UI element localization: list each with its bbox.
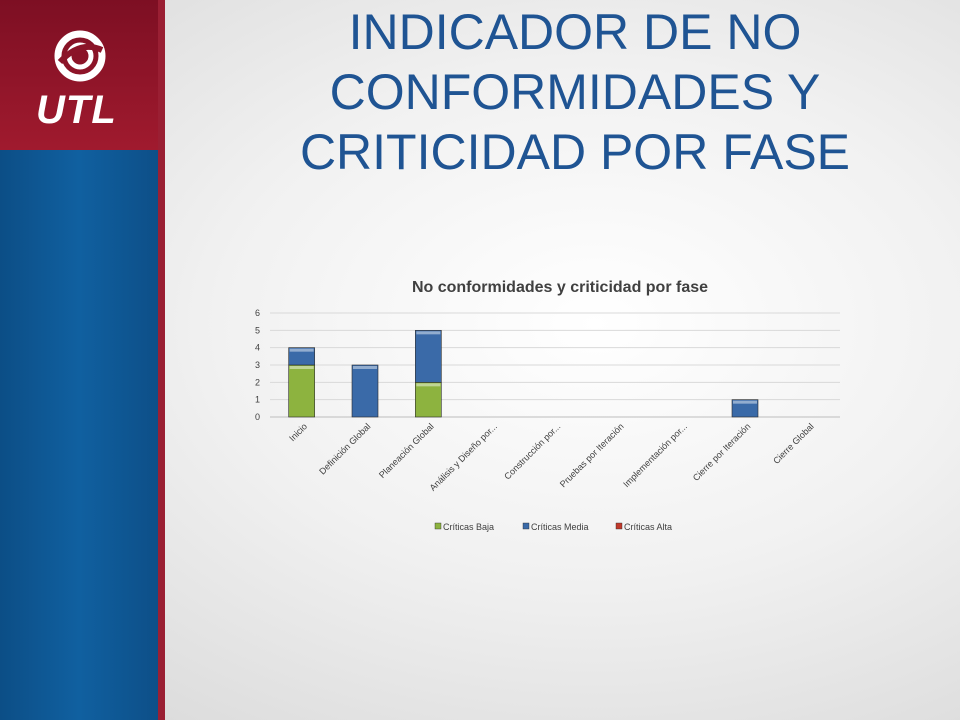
legend-label: Críticas Alta (624, 522, 672, 532)
legend-label: Críticas Baja (443, 522, 494, 532)
chart-container: No conformidades y criticidad por fase 0… (230, 265, 850, 550)
bar-segment (731, 399, 759, 418)
bar-segment (415, 330, 442, 383)
legend-label: Críticas Media (531, 522, 589, 532)
bar-rect (351, 364, 379, 418)
bar-highlight (289, 348, 314, 352)
bar-highlight (289, 366, 314, 369)
bar-segment (351, 364, 379, 418)
legend-swatch (434, 522, 442, 530)
x-tick-label: Cierre por Iteración (691, 421, 753, 483)
chart-title: No conformidades y criticidad por fase (412, 279, 708, 296)
x-tick-label: Inicio (287, 421, 309, 443)
y-tick-label: 3 (255, 360, 260, 370)
bar-segment (288, 364, 315, 418)
legend-item: Críticas Media (522, 522, 589, 532)
sidebar: UTL (0, 0, 165, 720)
x-tick-label: Definición Global (317, 421, 372, 476)
bar-segment (288, 347, 315, 366)
y-tick-label: 0 (255, 412, 260, 422)
bar-highlight (416, 331, 441, 335)
sidebar-blue-panel (0, 150, 158, 720)
y-tick-label: 1 (255, 395, 260, 405)
bar-rect (288, 347, 315, 366)
bar-highlight (733, 400, 757, 404)
legend-item: Críticas Baja (434, 522, 494, 532)
bar-rect (731, 399, 759, 418)
x-tick-label: Pruebas por Iteración (558, 421, 626, 489)
bar-highlight (416, 383, 441, 387)
x-tick-label: Cierre Global (771, 421, 816, 466)
bar-rect (415, 382, 442, 418)
y-tick-label: 6 (255, 308, 260, 318)
x-tick-label: Implementación por... (621, 421, 689, 489)
bar-rect (288, 364, 315, 418)
x-tick-label: Planeación Global (377, 421, 436, 480)
x-tick-label: Análisis y Diseño por... (428, 421, 499, 492)
y-tick-label: 2 (255, 377, 260, 387)
bar-highlight (353, 366, 377, 369)
sidebar-rail (158, 0, 165, 720)
legend-swatch (522, 522, 530, 530)
bar-rect (415, 330, 442, 383)
utl-logo: UTL (30, 30, 140, 132)
page-title: INDICADOR DE NO CONFORMIDADES Y CRITICID… (299, 4, 851, 180)
y-tick-label: 5 (255, 325, 260, 335)
x-tick-label: Construcción por... (502, 421, 562, 481)
logo-text: UTL (36, 88, 117, 132)
legend-item: Críticas Alta (615, 522, 672, 532)
chart-svg: No conformidades y criticidad por fase 0… (255, 279, 840, 532)
bar-segment (415, 382, 442, 418)
utl-swirl-icon (54, 30, 106, 82)
y-tick-label: 4 (255, 343, 260, 353)
legend-swatch (615, 522, 623, 530)
